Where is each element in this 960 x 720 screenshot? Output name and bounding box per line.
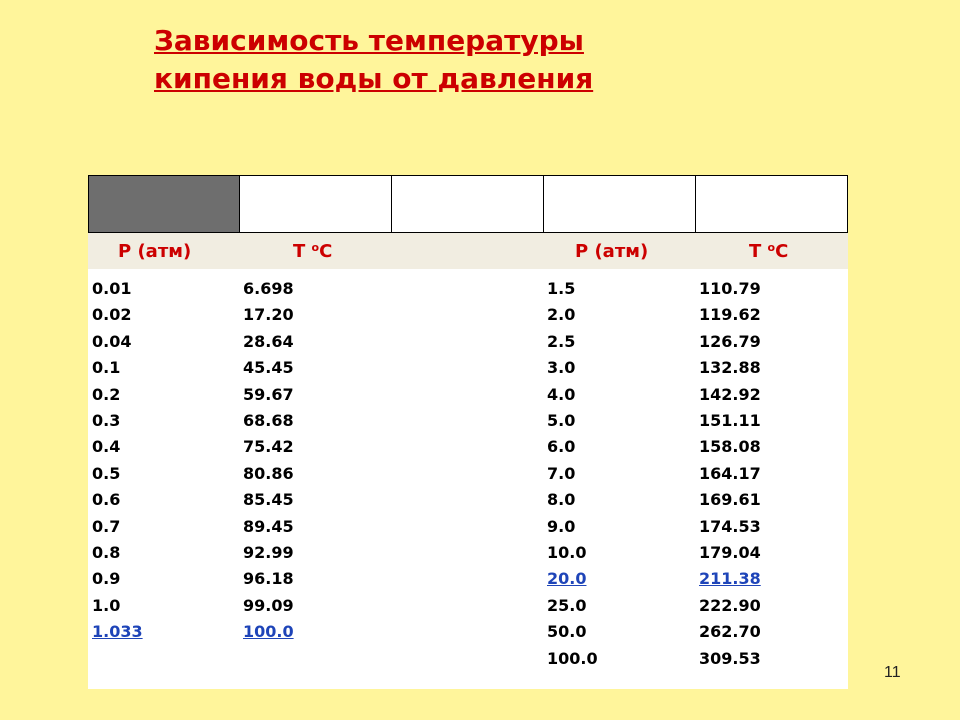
header-pressure-left: Р (атм) — [118, 241, 192, 262]
temperature-cell: 17.20 — [243, 305, 294, 325]
temperature-cell: 151.11 — [699, 411, 761, 430]
pressure-cell: 1.5 — [547, 279, 576, 298]
pressure-cell: 0.3 — [92, 411, 121, 430]
table-row: 0.02 17.20 2.0 119.62 — [88, 301, 848, 327]
pressure-cell: 1.0 — [92, 595, 121, 615]
table-row: 0.9 96.18 20.0 211.38 — [88, 565, 848, 591]
pressure-cell: 8.0 — [547, 490, 576, 510]
pressure-cell: 2.0 — [547, 305, 576, 325]
top-row-cell — [392, 175, 544, 233]
temperature-cell: 142.92 — [699, 384, 761, 404]
temperature-cell: 28.64 — [243, 331, 294, 351]
pressure-cell: 100.0 — [547, 648, 598, 668]
table-row: 0.1 45.45 3.0 132.88 — [88, 354, 848, 380]
pressure-cell: 0.7 — [92, 516, 121, 536]
temperature-cell[interactable]: 100.0 — [243, 622, 294, 642]
temperature-cell: 96.18 — [243, 569, 294, 589]
header-temperature-left: Т оС — [293, 241, 333, 262]
temperature-cell: 80.86 — [243, 463, 294, 483]
pressure-cell: 0.04 — [92, 331, 132, 351]
table-row: 0.8 92.99 10.0 179.04 — [88, 539, 848, 565]
pressure-cell: 0.02 — [92, 305, 132, 325]
pressure-cell: 5.0 — [547, 411, 576, 430]
table-row: 1.033 100.0 50.0 262.70 — [88, 618, 848, 644]
table-row: 100.0 309.53 — [88, 645, 848, 671]
pressure-cell: 0.8 — [92, 543, 121, 562]
pressure-cell: 3.0 — [547, 358, 576, 378]
temperature-cell: 89.45 — [243, 516, 294, 536]
top-row-cell — [240, 175, 392, 233]
pressure-cell: 0.4 — [92, 437, 121, 457]
pressure-cell[interactable]: 1.033 — [92, 622, 143, 642]
pressure-cell: 0.5 — [92, 463, 121, 483]
temperature-cell: 179.04 — [699, 543, 761, 562]
table-row: 0.5 80.86 7.0 164.17 — [88, 460, 848, 486]
temperature-cell: 262.70 — [699, 622, 761, 642]
page-number: 11 — [884, 664, 901, 681]
pressure-cell: 4.0 — [547, 384, 576, 404]
top-row-cell-shaded — [88, 175, 240, 233]
temperature-cell: 222.90 — [699, 595, 761, 615]
header-temperature-right: Т оС — [749, 241, 789, 262]
slide-title-line-1: Зависимость температуры — [154, 24, 584, 57]
temperature-cell: 169.61 — [699, 490, 761, 510]
pressure-cell[interactable]: 20.0 — [547, 569, 587, 589]
pressure-cell: 7.0 — [547, 463, 576, 483]
temperature-cell: 92.99 — [243, 543, 294, 562]
pressure-cell: 0.6 — [92, 490, 121, 510]
temperature-cell: 99.09 — [243, 595, 294, 615]
table-row: 0.04 28.64 2.5 126.79 — [88, 328, 848, 354]
temperature-cell: 132.88 — [699, 358, 761, 378]
temperature-cell[interactable]: 211.38 — [699, 569, 761, 589]
temperature-cell: 68.68 — [243, 411, 294, 430]
pressure-cell: 9.0 — [547, 516, 576, 536]
pressure-cell: 50.0 — [547, 622, 587, 642]
temperature-cell: 158.08 — [699, 437, 761, 457]
table-row: 0.2 59.67 4.0 142.92 — [88, 381, 848, 407]
temperature-cell: 110.79 — [699, 279, 761, 298]
temperature-cell: 119.62 — [699, 305, 761, 325]
table-row: 0.01 6.698 1.5 110.79 — [88, 275, 848, 301]
column-header-row: Р (атм) Т оС Р (атм) Т оС — [88, 233, 848, 269]
top-row-cell — [696, 175, 848, 233]
slide-title-line-2: кипения воды от давления — [154, 62, 594, 95]
pressure-cell: 0.2 — [92, 384, 121, 404]
temperature-cell: 309.53 — [699, 648, 761, 668]
temperature-cell: 6.698 — [243, 279, 294, 298]
temperature-cell: 164.17 — [699, 463, 761, 483]
pressure-cell: 0.9 — [92, 569, 121, 589]
temperature-cell: 45.45 — [243, 358, 294, 378]
top-row-cell — [544, 175, 696, 233]
table-row: 0.6 85.45 8.0 169.61 — [88, 486, 848, 512]
temperature-cell: 126.79 — [699, 331, 761, 351]
pressure-cell: 0.01 — [92, 279, 132, 298]
table-row: 0.3 68.68 5.0 151.11 — [88, 407, 848, 433]
table-row: 1.0 99.09 25.0 222.90 — [88, 592, 848, 618]
table-row: 0.7 89.45 9.0 174.53 — [88, 513, 848, 539]
table-row: 0.4 75.42 6.0 158.08 — [88, 433, 848, 459]
temperature-cell: 75.42 — [243, 437, 294, 457]
slide-title: Зависимость температуры кипения воды от … — [154, 22, 593, 98]
table-top-row — [88, 175, 848, 233]
pressure-cell: 0.1 — [92, 358, 121, 378]
pressure-cell: 6.0 — [547, 437, 576, 457]
temperature-cell: 85.45 — [243, 490, 294, 510]
temperature-cell: 59.67 — [243, 384, 294, 404]
temperature-cell: 174.53 — [699, 516, 761, 536]
pressure-cell: 10.0 — [547, 543, 587, 562]
header-pressure-right: Р (атм) — [575, 241, 649, 262]
pressure-cell: 2.5 — [547, 331, 576, 351]
data-table-body: 0.01 6.698 1.5 110.79 0.02 17.20 2.0 119.62 0.04… — [88, 269, 848, 689]
pressure-cell: 25.0 — [547, 595, 587, 615]
